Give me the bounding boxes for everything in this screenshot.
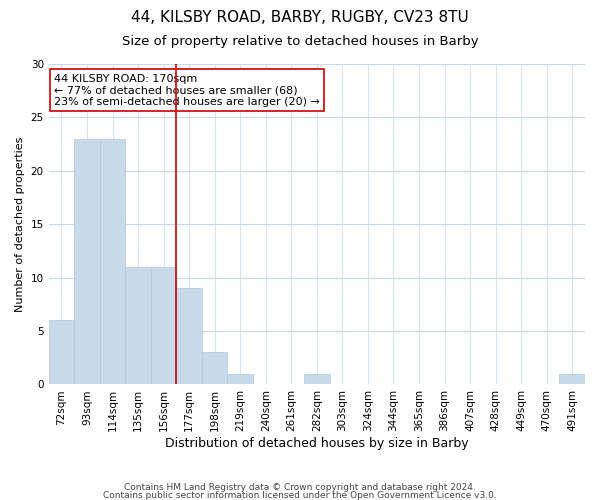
Bar bbox=[74, 139, 100, 384]
Bar bbox=[559, 374, 585, 384]
Text: Contains HM Land Registry data © Crown copyright and database right 2024.: Contains HM Land Registry data © Crown c… bbox=[124, 484, 476, 492]
Bar bbox=[125, 267, 151, 384]
Bar bbox=[227, 374, 253, 384]
Bar bbox=[304, 374, 329, 384]
Text: 44 KILSBY ROAD: 170sqm
← 77% of detached houses are smaller (68)
23% of semi-det: 44 KILSBY ROAD: 170sqm ← 77% of detached… bbox=[54, 74, 320, 107]
Text: Size of property relative to detached houses in Barby: Size of property relative to detached ho… bbox=[122, 35, 478, 48]
Bar bbox=[49, 320, 74, 384]
Bar bbox=[100, 139, 125, 384]
X-axis label: Distribution of detached houses by size in Barby: Distribution of detached houses by size … bbox=[165, 437, 469, 450]
Y-axis label: Number of detached properties: Number of detached properties bbox=[15, 136, 25, 312]
Bar bbox=[176, 288, 202, 384]
Bar bbox=[202, 352, 227, 384]
Bar bbox=[151, 267, 176, 384]
Text: 44, KILSBY ROAD, BARBY, RUGBY, CV23 8TU: 44, KILSBY ROAD, BARBY, RUGBY, CV23 8TU bbox=[131, 10, 469, 25]
Text: Contains public sector information licensed under the Open Government Licence v3: Contains public sector information licen… bbox=[103, 490, 497, 500]
